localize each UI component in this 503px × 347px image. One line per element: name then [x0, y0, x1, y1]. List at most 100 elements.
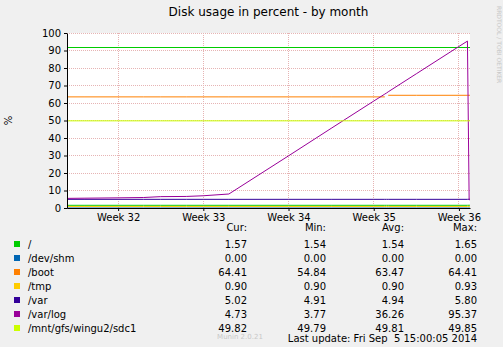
x-axis: Week 32Week 33Week 34Week 35Week 36: [68, 208, 482, 223]
legend-value: 5.02: [225, 295, 247, 306]
reference-line: [67, 47, 470, 48]
tick-label: Week 32: [97, 212, 140, 223]
legend-value: 1.57: [225, 239, 247, 250]
legend-swatch: [14, 311, 20, 317]
legend-value: 3.77: [304, 309, 326, 320]
tick: 80: [48, 63, 67, 74]
legend-label: /boot: [28, 267, 54, 278]
tick: Week 34: [267, 208, 310, 223]
legend-value: 4.91: [304, 295, 326, 306]
tick-mark: [64, 121, 67, 122]
legend-swatch: [14, 269, 20, 275]
tick-label: 50: [48, 115, 61, 126]
tick: 20: [48, 168, 67, 179]
footer: Munin 2.0.21: [217, 333, 263, 341]
side-text: RRDTOOL / TOBI OETIKER: [496, 6, 503, 83]
tick-mark: [118, 208, 119, 211]
background: [0, 0, 503, 347]
legend-swatch: [14, 241, 20, 247]
marks: [67, 41, 470, 208]
legend-value: 1.54: [304, 239, 326, 250]
tick: 70: [48, 80, 67, 91]
tick-mark: [64, 173, 67, 174]
legend-label: /var/log: [28, 309, 66, 320]
legend-label: /dev/shm: [28, 253, 74, 264]
tick-mark: [64, 208, 67, 209]
grid-line: [67, 208, 470, 209]
legend-value: 4.94: [382, 295, 404, 306]
title: Disk usage in percent - by month: [169, 5, 369, 19]
legend-swatch: [14, 325, 20, 331]
legend-value: 36.26: [375, 309, 404, 320]
tick: 0: [55, 203, 67, 214]
legend-value: 0.00: [455, 253, 477, 264]
grid-line: [67, 190, 470, 191]
tick-label: 70: [48, 80, 61, 91]
legend-value: 64.41: [448, 267, 477, 278]
legend-value: 0.00: [382, 253, 404, 264]
axis-line: [68, 208, 471, 209]
grid-line: [67, 68, 470, 69]
grid-line: [67, 103, 470, 104]
legend-swatch: [14, 283, 20, 289]
tick-mark: [64, 103, 67, 104]
legend-value: 0.90: [225, 281, 247, 292]
tick: 10: [48, 185, 67, 196]
series-line: [67, 95, 470, 97]
legend-swatch: [14, 255, 20, 261]
grid-line: [67, 155, 470, 156]
y-axis-title: %: [3, 116, 14, 126]
tick-mark: [64, 51, 67, 52]
tick: 50: [48, 115, 67, 126]
tick-label: 90: [48, 45, 61, 56]
tick: 90: [48, 45, 67, 56]
tick-label: 40: [48, 133, 61, 144]
tick-label: 80: [48, 63, 61, 74]
tick-mark: [64, 138, 67, 139]
tick: 100: [42, 28, 67, 39]
legend-header: Avg:: [382, 222, 404, 233]
tick: 30: [48, 150, 67, 161]
legend-header: Min:: [305, 222, 326, 233]
legend-value: 0.00: [304, 253, 326, 264]
tick-mark: [64, 33, 67, 34]
legend-value: 5.80: [455, 295, 477, 306]
legend-value: 0.90: [304, 281, 326, 292]
series-line: [67, 199, 470, 200]
legend-label: /: [28, 239, 32, 250]
tick-label: 10: [48, 185, 61, 196]
tick-label: 30: [48, 150, 61, 161]
series-line: [67, 120, 470, 121]
tick-mark: [64, 68, 67, 69]
tick-mark: [64, 156, 67, 157]
chart: Disk usage in percent - by month% RRDTOOL…: [0, 0, 503, 347]
tick-mark: [64, 86, 67, 87]
tick-label: Week 33: [182, 212, 225, 223]
grid-line: [67, 120, 470, 121]
tick-mark: [459, 208, 460, 211]
grid-line: [67, 33, 470, 34]
tick-mark: [289, 208, 290, 211]
tick-label: 0: [55, 203, 61, 214]
tick-mark: [203, 208, 204, 211]
tick: 60: [48, 98, 67, 109]
legend-value: 1.54: [382, 239, 404, 250]
last-update: Last update: Fri Sep 5 15:00:05 2014: [288, 333, 477, 344]
legend-label: /var: [28, 295, 48, 306]
tick-label: 60: [48, 98, 61, 109]
legend-swatch: [14, 297, 20, 303]
legend-value: 0.00: [225, 253, 247, 264]
tick: Week 33: [182, 208, 225, 223]
grid-line: [67, 85, 470, 86]
legend-value: 54.84: [297, 267, 326, 278]
series-line: [67, 208, 470, 209]
legend-value: 0.93: [455, 281, 477, 292]
legend-label: /mnt/gfs/wingu2/sdc1: [28, 323, 136, 334]
series-line: [67, 206, 470, 207]
series-line: [67, 205, 470, 206]
legend-header: Max:: [453, 222, 477, 233]
tick-mark: [374, 208, 375, 211]
plot-area: [67, 33, 470, 208]
legend-value: 95.37: [448, 309, 477, 320]
grid: [67, 33, 470, 208]
